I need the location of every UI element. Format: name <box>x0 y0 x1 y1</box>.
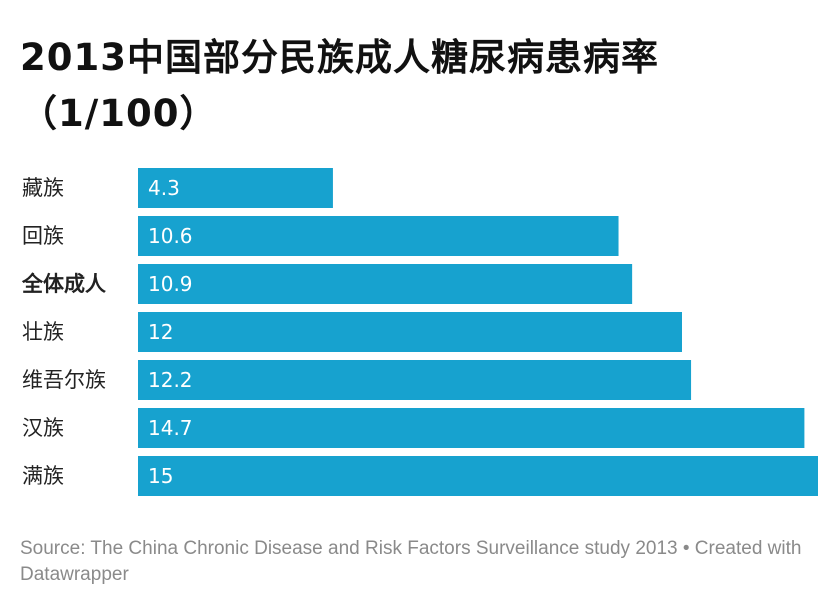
bar <box>138 264 633 304</box>
bar <box>138 168 333 208</box>
bar <box>138 408 805 448</box>
value-label: 12 <box>148 320 173 344</box>
category-label: 回族 <box>22 224 64 248</box>
bar <box>138 312 682 352</box>
category-label: 维吾尔族 <box>22 368 106 392</box>
bar <box>138 456 818 496</box>
category-label: 藏族 <box>22 176 64 200</box>
value-label: 4.3 <box>148 176 180 200</box>
category-label: 全体成人 <box>21 272 106 296</box>
value-label: 10.9 <box>148 272 193 296</box>
value-label: 15 <box>148 464 173 488</box>
source-note: Source: The China Chronic Disease and Ri… <box>20 538 802 585</box>
category-label: 满族 <box>22 464 64 488</box>
bar <box>138 360 692 400</box>
category-label: 汉族 <box>22 416 64 440</box>
value-label: 14.7 <box>148 416 193 440</box>
chart-title: 2013中国部分民族成人糖尿病患病率（1/100） <box>20 36 659 135</box>
category-label: 壮族 <box>22 320 64 344</box>
bar <box>138 216 619 256</box>
value-label: 10.6 <box>148 224 193 248</box>
value-label: 12.2 <box>148 368 193 392</box>
